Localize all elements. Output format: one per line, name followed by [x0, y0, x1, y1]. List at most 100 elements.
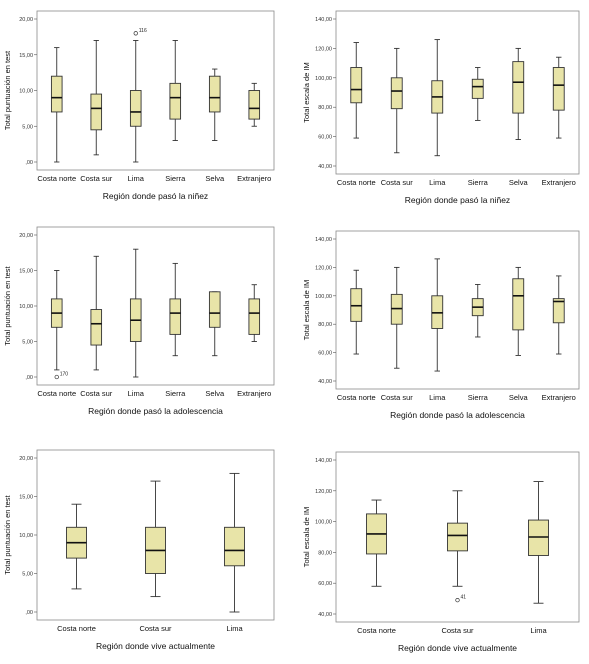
y-tick-label: 40,00: [318, 164, 332, 170]
y-tick-label: 100,00: [315, 520, 332, 526]
outlier-point: [133, 31, 138, 36]
category-label: Costa norte: [337, 393, 376, 402]
category-label: Extranjero: [237, 389, 271, 398]
category-label: Sierra: [165, 174, 186, 183]
category-label: Costa norte: [357, 626, 396, 635]
category-label: Costa norte: [57, 624, 96, 633]
x-axis-label: Región donde pasó la adolescencia: [88, 406, 223, 416]
y-tick-label: 100,00: [315, 294, 332, 300]
category-label: Costa sur: [139, 624, 172, 633]
category-label: Extranjero: [542, 393, 576, 402]
category-label: Extranjero: [542, 178, 576, 187]
y-tick-label: 40,00: [318, 612, 332, 618]
y-tick-label: 10,00: [19, 304, 33, 310]
box-iqr: [208, 291, 221, 328]
box-iqr: [129, 90, 142, 127]
category-label: Sierra: [165, 389, 186, 398]
y-axis-label: Total puntuación en test: [3, 494, 12, 574]
category-label: Selva: [509, 178, 529, 187]
y-tick-label: 60,00: [318, 351, 332, 357]
category-label: Extranjero: [237, 174, 271, 183]
y-tick-label: 80,00: [318, 105, 332, 111]
category-label: Costa norte: [37, 389, 76, 398]
plot-frame-2: [335, 10, 580, 175]
outlier-label: 170: [60, 372, 69, 378]
box-iqr: [208, 75, 221, 113]
category-label: Sierra: [468, 393, 489, 402]
box-iqr: [512, 278, 525, 331]
y-axis-label: Total escala de IM: [302, 62, 311, 122]
y-tick-label: 40,00: [318, 379, 332, 385]
box-iqr: [390, 77, 403, 110]
box-iqr: [350, 67, 363, 104]
y-axis-label: Total puntuación en test: [3, 265, 12, 345]
y-tick-label: 100,00: [315, 76, 332, 82]
category-label: Lima: [530, 626, 547, 635]
outlier-label: 41: [461, 595, 467, 601]
plot-frame-3: [36, 226, 275, 386]
box-iqr: [50, 75, 63, 113]
y-axis-label: Total escala de IM: [302, 507, 311, 567]
y-tick-label: ,00: [25, 610, 33, 616]
y-tick-label: 80,00: [318, 322, 332, 328]
y-tick-label: 10,00: [19, 533, 33, 539]
y-tick-label: 15,00: [19, 269, 33, 275]
plot-frame-4: [335, 230, 580, 390]
box-iqr: [512, 61, 525, 114]
y-tick-label: 140,00: [315, 237, 332, 243]
outlier-point: [455, 597, 460, 603]
y-tick-label: 140,00: [315, 17, 332, 23]
outlier-point: [54, 374, 59, 380]
box-iqr: [552, 298, 565, 324]
y-tick-label: 80,00: [318, 550, 332, 556]
box-iqr: [90, 93, 103, 131]
y-axis-label: Total escala de IM: [302, 280, 311, 340]
y-tick-label: 20,00: [19, 17, 33, 23]
box-iqr: [248, 298, 261, 335]
y-tick-label: ,00: [25, 160, 33, 166]
category-label: Costa sur: [381, 178, 414, 187]
y-tick-label: 60,00: [318, 135, 332, 141]
category-label: Sierra: [468, 178, 489, 187]
y-tick-label: 20,00: [19, 456, 33, 462]
category-label: Costa sur: [80, 389, 113, 398]
category-label: Lima: [429, 178, 446, 187]
x-axis-label: Región donde pasó la niñez: [103, 191, 208, 201]
y-axis-label: Total puntuación en test: [3, 50, 12, 130]
plot-frame-1: [36, 10, 275, 171]
x-axis-label: Región donde pasó la adolescencia: [390, 410, 525, 420]
y-tick-label: 5,00: [22, 124, 33, 130]
outlier-label: 116: [139, 28, 147, 34]
box-iqr: [224, 526, 245, 567]
y-tick-label: 5,00: [22, 340, 33, 346]
y-tick-label: ,00: [25, 375, 33, 381]
x-axis-label: Región donde vive actualmente: [398, 643, 517, 653]
y-tick-label: 60,00: [318, 581, 332, 587]
y-tick-label: 20,00: [19, 233, 33, 239]
y-tick-label: 15,00: [19, 495, 33, 501]
y-tick-label: 140,00: [315, 458, 332, 464]
category-label: Lima: [226, 624, 243, 633]
category-label: Costa sur: [441, 626, 474, 635]
y-tick-label: 15,00: [19, 53, 33, 59]
category-label: Costa norte: [37, 174, 76, 183]
category-label: Lima: [128, 174, 145, 183]
y-tick-label: 5,00: [22, 572, 33, 578]
category-label: Lima: [429, 393, 446, 402]
y-tick-label: 120,00: [315, 46, 332, 52]
x-axis-label: Región donde vive actualmente: [96, 641, 215, 651]
category-label: Selva: [205, 389, 225, 398]
category-label: Costa sur: [80, 174, 113, 183]
box-iqr: [552, 67, 565, 111]
box-iqr: [471, 78, 484, 99]
box-iqr: [90, 309, 103, 346]
x-axis-label: Región donde pasó la niñez: [405, 195, 510, 205]
category-label: Costa norte: [337, 178, 376, 187]
category-label: Costa sur: [381, 393, 414, 402]
box-iqr: [169, 298, 182, 335]
category-label: Lima: [128, 389, 145, 398]
category-label: Selva: [205, 174, 225, 183]
y-tick-label: 10,00: [19, 89, 33, 95]
box-iqr: [248, 90, 261, 120]
